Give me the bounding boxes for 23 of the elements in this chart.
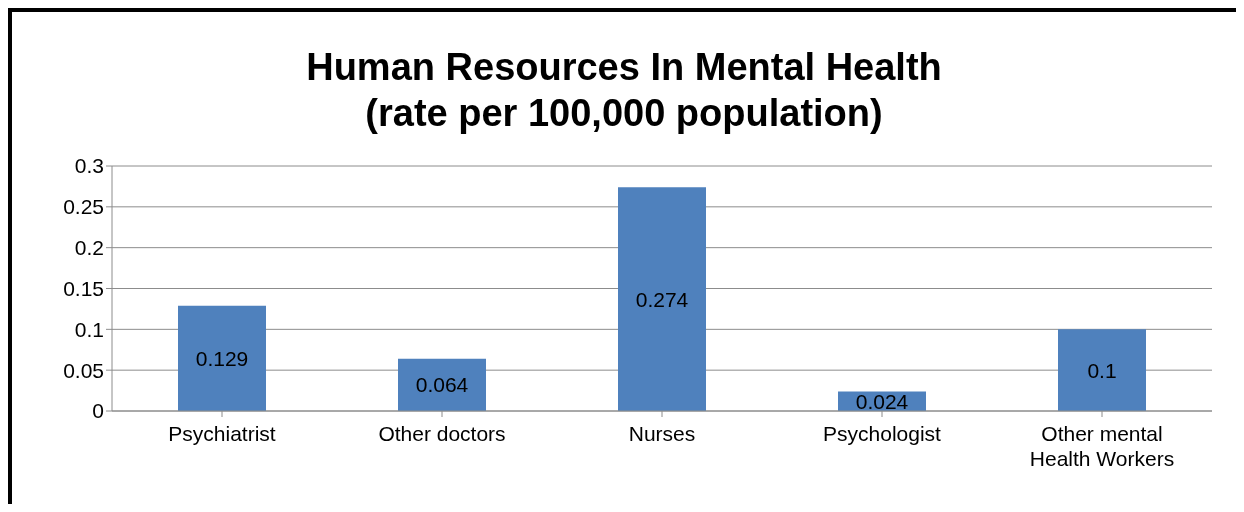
- y-tick-label: 0.1: [74, 317, 104, 341]
- x-tick-label: Other mental Health Workers: [1029, 422, 1175, 470]
- y-tick-label: 0.25: [63, 195, 104, 219]
- chart-subtitle: (rate per 100,000 population): [364, 91, 884, 136]
- y-tick-label: 0.3: [74, 154, 104, 178]
- x-tick-label: Nurses: [628, 422, 696, 445]
- bar: [618, 187, 706, 411]
- data-label: 0.1: [1087, 358, 1117, 382]
- y-tick-label: 0.15: [63, 276, 104, 300]
- y-tick-label: 0.2: [74, 236, 104, 260]
- x-tick-label: Psychiatrist: [168, 422, 276, 445]
- data-label: 0.129: [195, 346, 249, 370]
- data-label: 0.024: [855, 389, 909, 413]
- chart-title: Human Resources In Mental Health: [305, 45, 943, 90]
- x-tick-label: Psychologist: [823, 422, 942, 445]
- y-tick-label: 0: [92, 399, 104, 423]
- x-tick-label: Other doctors: [378, 422, 506, 445]
- bar: [1058, 329, 1146, 411]
- data-label: 0.064: [415, 373, 469, 397]
- data-label: 0.274: [635, 287, 689, 311]
- bar: [178, 305, 266, 411]
- y-tick-label: 0.05: [63, 358, 104, 382]
- bar: [398, 358, 486, 411]
